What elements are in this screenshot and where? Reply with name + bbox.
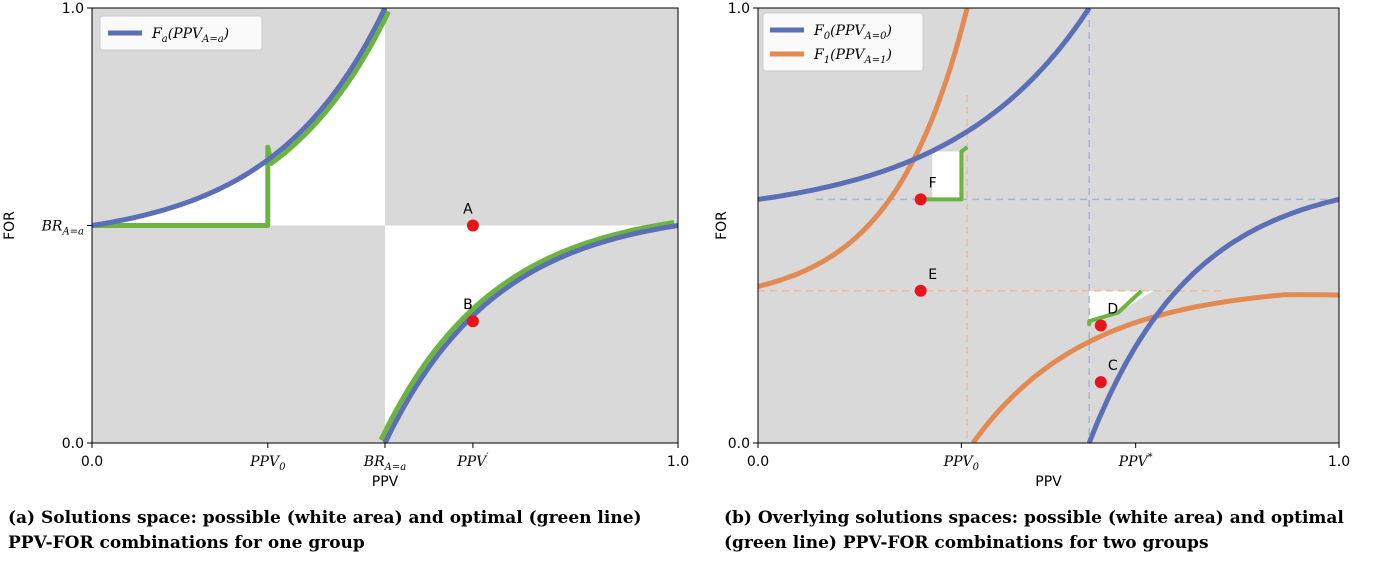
- b-point-label-E: E: [928, 267, 937, 283]
- b-point-label-F: F: [929, 175, 937, 191]
- b-series-f0-curve-upper: [758, 8, 1092, 202]
- a-x-tick-label: BRA=a: [363, 454, 406, 473]
- a-feasible-region-upper: [92, 8, 385, 226]
- b-legend: F0(PPVA=0) F1(PPVA=1): [762, 12, 924, 72]
- a-y-axis-label: FOR: [2, 211, 18, 240]
- b-series-f1-curve-upper: [758, 8, 970, 289]
- caption-b: (b) Overlying solutions spaces: possible…: [724, 508, 1344, 553]
- a-x-tick-label: 0.0: [81, 454, 103, 470]
- b-point-label-C: C: [1108, 358, 1118, 374]
- a-x-tick-label: PPV′: [456, 452, 489, 470]
- b-y-tick-label: 0.0: [728, 436, 750, 452]
- a-point-A: [466, 219, 479, 232]
- a-x-axis-label: PPV: [372, 474, 399, 490]
- caption-a: (a) Solutions space: possible (white are…: [8, 508, 642, 553]
- a-legend-box: [99, 15, 263, 51]
- a-feasible-region-lower: [385, 225, 678, 443]
- b-plot-area: F E D C: [758, 8, 1339, 443]
- b-feasible-region-top: [932, 151, 962, 200]
- b-legend-label-0: F0(PPVA=0): [813, 23, 892, 42]
- b-x-axis-label: PPV: [1035, 474, 1062, 490]
- a-optimal-line-lower: [378, 220, 675, 442]
- b-point-F: [914, 193, 927, 206]
- b-point-label-D: D: [1107, 302, 1118, 318]
- b-y-axis-label: FOR: [714, 211, 730, 240]
- b-point-C: [1094, 376, 1107, 389]
- a-y-tick-label: BRA=a: [41, 219, 84, 238]
- a-point-B: [466, 315, 479, 328]
- a-y-tick-label: 1.0: [62, 1, 84, 17]
- a-legend: Fa(PPVA=a): [99, 15, 263, 51]
- b-optimal-line-bottom: [1087, 289, 1143, 326]
- b-legend-label-1: F1(PPVA=1): [813, 47, 892, 66]
- chart-b: F E D C 0.0 PPV0 PPV* 1.0 0.0 1.0 PPV FOR F0(PPVA=0)…: [714, 1, 1350, 490]
- a-plot-area: AB: [92, 8, 678, 443]
- b-axes-frame: [757, 7, 1340, 444]
- b-x-tick-label: PPV*: [1118, 452, 1153, 470]
- b-point-E: [914, 284, 927, 297]
- a-point-label-B: B: [463, 297, 473, 313]
- a-series-curve-upper: [92, 8, 388, 228]
- b-point-D: [1094, 319, 1107, 332]
- b-y-tick-label: 1.0: [728, 1, 750, 17]
- b-series-f0-curve-lower: [1086, 196, 1339, 443]
- b-x-tick-label: 1.0: [1328, 454, 1350, 470]
- b-feasible-region-bottom: [1089, 290, 1154, 322]
- b-background: [758, 8, 1339, 443]
- a-x-tick-label: 1.0: [667, 454, 689, 470]
- b-optimal-line-top: [920, 145, 969, 202]
- a-point-label-A: A: [463, 202, 473, 218]
- a-optimal-line-upper: [92, 10, 391, 228]
- b-x-tick-label: 0.0: [747, 454, 769, 470]
- b-x-tick-label: PPV0: [943, 454, 980, 473]
- a-legend-label: Fa(PPVA=a): [151, 26, 229, 45]
- a-series-curve-lower: [382, 223, 678, 443]
- a-y-tick-label: 0.0: [62, 436, 84, 452]
- chart-a: AB0.0 PPV0 BRA=a PPV′ 1.00.0BRA=a1.0PPVFORFa…: [2, 1, 689, 490]
- a-x-tick-label: PPV0: [249, 454, 286, 473]
